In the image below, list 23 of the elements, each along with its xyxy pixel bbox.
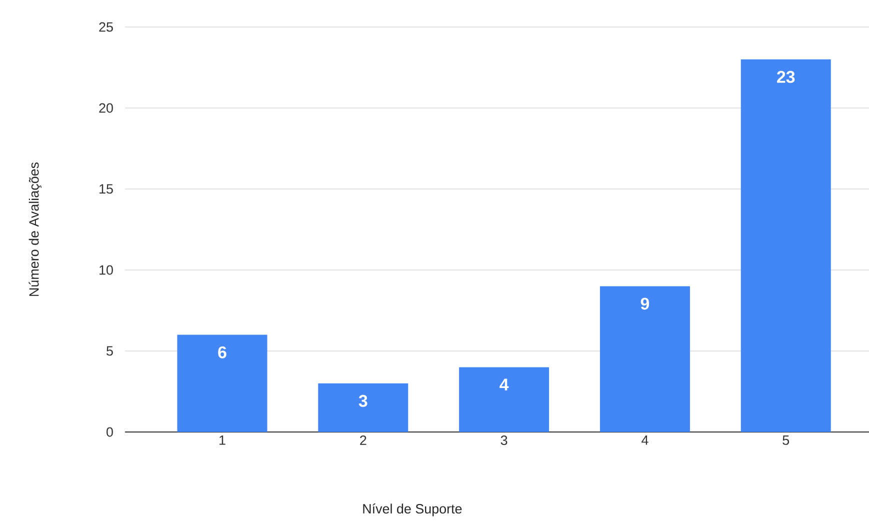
data-label: 23 bbox=[777, 70, 795, 83]
data-label: 4 bbox=[500, 378, 509, 390]
x-tick-label: 3 bbox=[500, 436, 508, 446]
y-tick-label: 10 bbox=[100, 265, 113, 275]
x-tick-label: 2 bbox=[360, 436, 366, 445]
data-label: 6 bbox=[218, 346, 226, 358]
x-axis-title: Nível de Suporte bbox=[363, 504, 462, 516]
x-tick-label: 1 bbox=[220, 436, 226, 445]
y-tick-label: 25 bbox=[99, 22, 113, 32]
x-tick-label: 4 bbox=[642, 436, 648, 445]
y-tick-label: 5 bbox=[106, 346, 113, 356]
y-tick-label: 20 bbox=[99, 103, 113, 113]
bar bbox=[740, 59, 831, 432]
y-axis-title: Número de Avaliações bbox=[28, 162, 42, 296]
bar bbox=[318, 383, 408, 432]
y-tick-label: 0 bbox=[106, 427, 113, 437]
data-label: 3 bbox=[358, 394, 368, 407]
data-label: 9 bbox=[640, 298, 650, 310]
bar bbox=[600, 286, 690, 432]
bar bbox=[459, 367, 550, 432]
y-tick-label: 15 bbox=[100, 184, 113, 194]
bar bbox=[177, 334, 268, 432]
x-tick-label: 5 bbox=[782, 436, 790, 445]
